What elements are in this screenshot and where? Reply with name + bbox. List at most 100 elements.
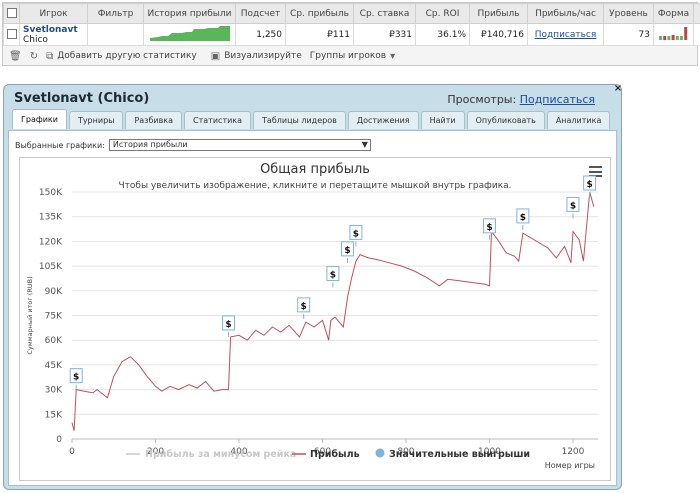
- player-groups-label: Группы игроков: [309, 51, 387, 61]
- select-arrow-icon: ▼: [361, 140, 368, 149]
- form-bar: [671, 35, 675, 40]
- stats-table: Игрок Фильтр История прибыли Подсчет Ср.…: [3, 3, 700, 46]
- table-header-row: Игрок Фильтр История прибыли Подсчет Ср.…: [3, 3, 700, 24]
- profit-history-sparkline[interactable]: [143, 23, 236, 46]
- player-window-header: Svetlonavt (Chico) Просмотры: Подписатьс…: [4, 85, 621, 113]
- graph-select[interactable]: История прибыли ▼: [108, 139, 371, 151]
- col-profit[interactable]: Прибыль: [469, 3, 528, 24]
- stats-panel: Игрок Фильтр История прибыли Подсчет Ср.…: [2, 2, 700, 66]
- player-window: Svetlonavt (Chico) Просмотры: Подписатьс…: [3, 84, 622, 490]
- big-win-marker-label: $: [587, 180, 593, 190]
- col-profit-per-hour[interactable]: Прибыль/час: [527, 3, 604, 24]
- y-tick-label: 15K: [45, 410, 63, 420]
- avg-stake-cell: ₽331: [353, 23, 416, 46]
- table-row: Svetlonavt Chico 1,250 ₽111 ₽331 36.1% ₽…: [3, 23, 700, 46]
- x-tick-label: 400: [230, 447, 247, 457]
- big-win-marker-box: [566, 196, 580, 212]
- big-win-marker-box: [222, 315, 236, 331]
- y-tick-label: 135K: [39, 213, 63, 223]
- profit-series-line: [71, 191, 595, 431]
- views-label: Просмотры:: [447, 93, 517, 106]
- tab-graphs[interactable]: Графики: [12, 109, 67, 129]
- refresh-icon[interactable]: ↻: [29, 50, 39, 62]
- chart-title: Общая прибыль: [260, 162, 370, 177]
- y-tick-label: 90K: [45, 287, 63, 297]
- tab-tournaments[interactable]: Турниры: [68, 111, 124, 129]
- y-tick-label: 60K: [45, 336, 63, 346]
- big-win-marker-label: $: [330, 271, 336, 281]
- form-bar: [675, 36, 679, 40]
- col-player[interactable]: Игрок: [19, 3, 88, 24]
- col-form[interactable]: Форма: [653, 3, 694, 24]
- chart-plot-area[interactable]: 0 15K 30K 45K 60K 75K 90K 105K 120K 135K 150K 0 200 4…: [20, 158, 612, 482]
- y-tick-label: 30K: [45, 386, 63, 396]
- close-icon[interactable]: ×: [613, 83, 623, 94]
- big-win-marker-label: $: [486, 223, 492, 233]
- form-bar: [684, 27, 688, 40]
- visualize-button[interactable]: ▣ Визуализируйте: [211, 51, 302, 62]
- count-cell: 1,250: [235, 23, 286, 46]
- col-profit-history[interactable]: История прибыли: [143, 3, 236, 24]
- chart-subtitle: Чтобы увеличить изображение, кликните и …: [118, 181, 512, 191]
- tab-publish[interactable]: Опубликовать: [466, 111, 545, 129]
- level-cell: 73: [603, 23, 654, 46]
- big-win-marker-box: [482, 218, 496, 234]
- tab-analytics[interactable]: Аналитика: [546, 111, 611, 129]
- form-cell: [653, 23, 694, 46]
- x-axis-title: Номер игры: [545, 461, 595, 470]
- legend-profit-label: Прибыль: [310, 449, 360, 460]
- tab-achievements[interactable]: Достижения: [347, 111, 419, 129]
- tab-leaderboards[interactable]: Таблицы лидеров: [253, 111, 346, 129]
- graphs-tab-content: Выбранные графики: История прибыли ▼ Общ…: [8, 130, 617, 486]
- add-stats-button[interactable]: ⧉ Добавить другую статистику: [46, 51, 197, 62]
- col-avg-profit[interactable]: Ср. прибыль: [285, 3, 354, 24]
- x-tick-label: 800: [397, 447, 414, 457]
- col-remove: [693, 3, 700, 24]
- y-tick-label: 150K: [39, 188, 63, 198]
- views-info: Просмотры: Подписаться: [447, 93, 595, 106]
- profit-chart[interactable]: Общая прибыль Чтобы увеличить изображени…: [19, 157, 611, 481]
- form-bar: [663, 36, 667, 40]
- col-avg-roi[interactable]: Ср. ROI: [415, 3, 470, 24]
- tab-statistics[interactable]: Статистика: [184, 111, 252, 129]
- y-tick-label: 0: [56, 435, 62, 445]
- select-all-checkbox[interactable]: [3, 3, 20, 24]
- col-filter[interactable]: Фильтр: [87, 3, 144, 24]
- add-stats-label: Добавить другую статистику: [57, 51, 197, 61]
- x-tick-label: 1200: [561, 447, 584, 457]
- player-groups-dropdown[interactable]: Группы игроков ▾: [310, 51, 395, 62]
- row-checkbox[interactable]: [3, 23, 20, 46]
- big-win-marker-box: [326, 266, 340, 282]
- big-win-marker-label: $: [73, 373, 79, 383]
- tab-search[interactable]: Найти: [420, 111, 465, 129]
- player-cell[interactable]: Svetlonavt Chico: [19, 23, 88, 46]
- big-win-marker-label: $: [353, 229, 359, 239]
- legend-rake-label: Прибыль за минусом рейка: [145, 449, 296, 460]
- player-name-link[interactable]: Svetlonavt: [23, 24, 78, 35]
- form-bar: [667, 36, 671, 40]
- big-win-marker-label: $: [344, 246, 350, 256]
- big-win-marker-label: $: [520, 213, 526, 223]
- big-win-marker-box: [69, 368, 83, 384]
- col-avg-stake[interactable]: Ср. ставка: [353, 3, 416, 24]
- profit-cell: ₽140,716: [469, 23, 528, 46]
- player-tabs: Графики Турниры Разбивка Статистика Табл…: [12, 109, 611, 129]
- x-tick-label: 0: [69, 447, 75, 457]
- graph-selector-row: Выбранные графики: История прибыли ▼: [15, 139, 371, 151]
- views-subscribe-link[interactable]: Подписаться: [519, 93, 595, 106]
- x-tick-label: 600: [314, 447, 331, 457]
- col-count[interactable]: Подсчет: [235, 3, 286, 24]
- subscribe-link[interactable]: Подписаться: [534, 29, 597, 40]
- big-win-marker-box: [516, 208, 530, 224]
- big-win-marker-box: [341, 241, 355, 257]
- trash-icon[interactable]: 🗑: [9, 50, 22, 62]
- col-level[interactable]: Уровень: [603, 3, 654, 24]
- big-win-marker-box: [583, 175, 597, 191]
- graph-select-value: История прибыли: [112, 140, 188, 149]
- form-bar: [680, 36, 683, 40]
- x-tick-label: 200: [147, 447, 164, 457]
- graph-selector-label: Выбранные графики:: [15, 140, 105, 150]
- big-win-marker-label: $: [225, 320, 231, 330]
- y-axis-title: Суммарный итог (RUB): [26, 276, 34, 354]
- tab-breakdown[interactable]: Разбивка: [125, 111, 183, 129]
